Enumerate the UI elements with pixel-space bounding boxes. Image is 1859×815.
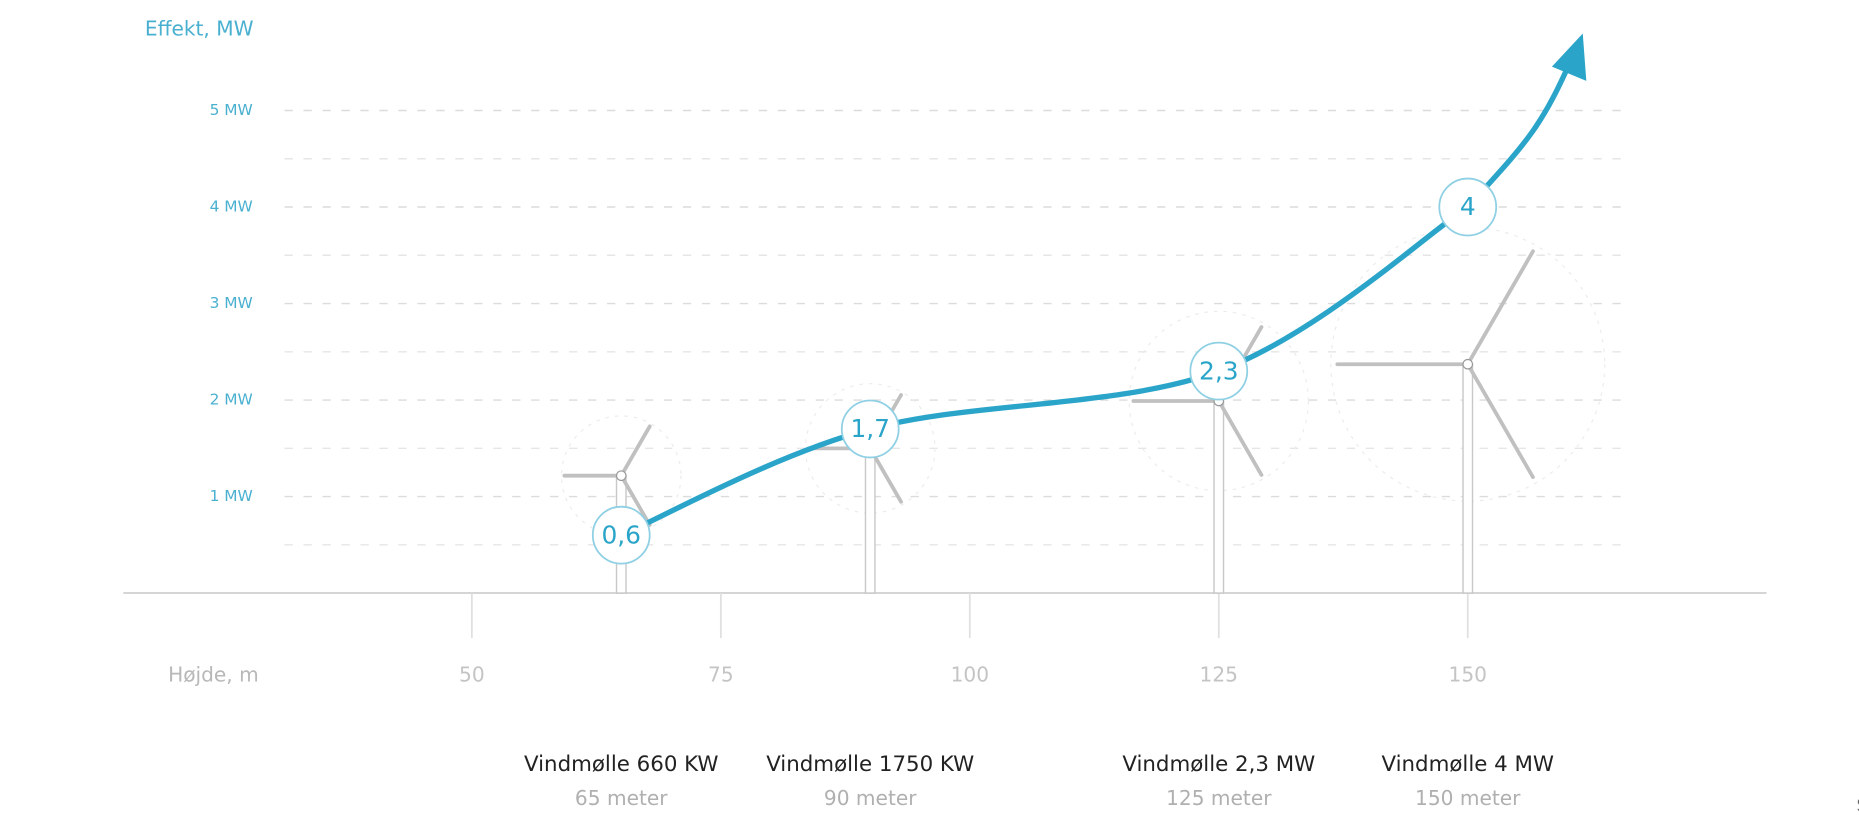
turbine-height: 150 meter xyxy=(1415,786,1521,810)
turbine xyxy=(1128,310,1310,594)
turbine-blade xyxy=(619,473,652,527)
turbine-hub xyxy=(1462,358,1474,370)
turbine xyxy=(560,415,682,594)
turbine-blade xyxy=(1465,362,1535,480)
corner-text: S xyxy=(1857,796,1859,815)
y-tick-label: 1 MW xyxy=(210,487,253,505)
point-label: 1,7 xyxy=(850,414,890,443)
y-tick-label: 5 MW xyxy=(210,101,253,119)
y-tick-label: 3 MW xyxy=(210,294,253,312)
turbine-tower xyxy=(1213,400,1225,594)
turbine-tower xyxy=(864,447,876,594)
point-marker xyxy=(1189,341,1249,401)
turbine-hub xyxy=(615,470,627,482)
x-tick-label: 150 xyxy=(1449,663,1487,687)
trend-arrowhead xyxy=(1551,33,1587,81)
turbine-height: 65 meter xyxy=(575,786,668,810)
turbine-blade xyxy=(1216,399,1264,477)
x-tick-label: 125 xyxy=(1200,663,1238,687)
turbine-height: 125 meter xyxy=(1166,786,1272,810)
turbine-blade xyxy=(619,424,652,478)
x-axis-title: Højde, m xyxy=(168,663,259,687)
y-tick-label: 4 MW xyxy=(210,198,253,216)
series-line xyxy=(620,204,1470,538)
turbine-name: Vindmølle 4 MW xyxy=(1381,752,1554,777)
y-tick-label: 2 MW xyxy=(210,391,253,409)
turbine-name: Vindmølle 2,3 MW xyxy=(1122,752,1315,777)
turbine-tower xyxy=(1462,363,1474,594)
point-label: 0,6 xyxy=(601,520,641,549)
turbine-blade xyxy=(1465,249,1535,367)
turbine-name: Vindmølle 1750 KW xyxy=(766,752,974,777)
turbine-height: 90 meter xyxy=(824,786,917,810)
turbine-name: Vindmølle 660 KW xyxy=(524,752,718,777)
point-label: 4 xyxy=(1460,192,1476,221)
y-axis-title: Effekt, MW xyxy=(145,16,254,40)
point-marker xyxy=(840,399,900,459)
point-marker xyxy=(1438,177,1498,237)
turbine-sweep xyxy=(1128,310,1310,492)
x-tick-label: 100 xyxy=(951,663,989,687)
x-tick-label: 75 xyxy=(708,663,734,687)
turbine-sweep xyxy=(804,383,936,514)
x-tick-label: 50 xyxy=(459,663,485,687)
turbine-sweep xyxy=(560,415,682,537)
point-label: 2,3 xyxy=(1199,356,1239,385)
point-marker xyxy=(591,505,651,565)
